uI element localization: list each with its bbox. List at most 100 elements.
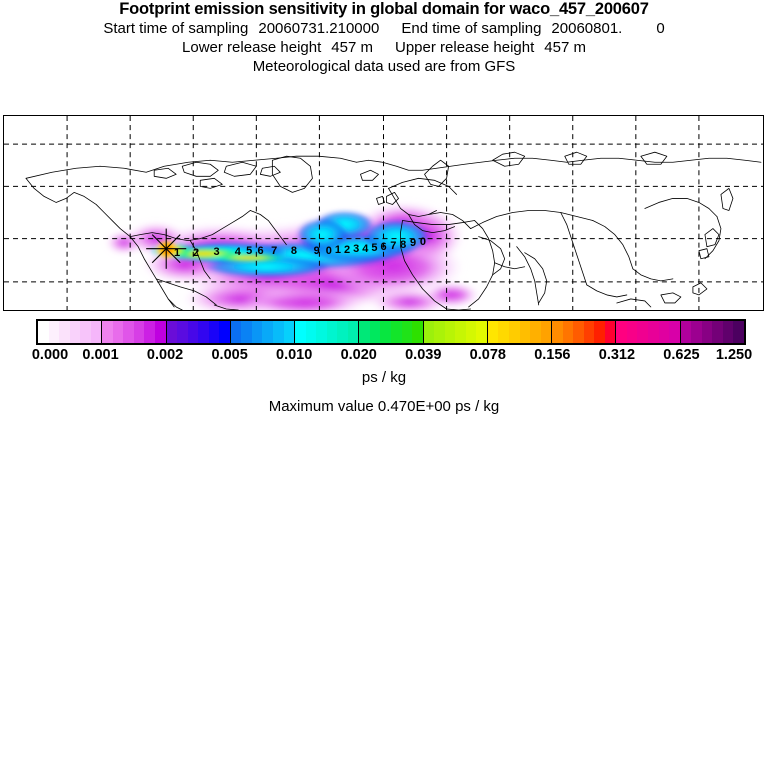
start-time-label: Start time of sampling bbox=[103, 20, 249, 37]
plume-mid-band bbox=[171, 210, 431, 278]
colorbar-step bbox=[680, 321, 692, 343]
colorbar-step bbox=[112, 321, 124, 343]
colorbar-step bbox=[401, 321, 413, 343]
colorbar-unit-label: ps / kg bbox=[361, 369, 407, 386]
colorbar-step bbox=[412, 321, 423, 343]
start-time-value: 20060731.210000 bbox=[258, 20, 380, 37]
colorbar-step bbox=[262, 321, 273, 343]
colorbar-step bbox=[295, 321, 306, 343]
colorbar-segment bbox=[166, 321, 231, 343]
end-time-label: End time of sampling bbox=[401, 20, 542, 37]
colorbar-step bbox=[455, 321, 466, 343]
colorbar-step bbox=[648, 321, 659, 343]
colorbar-step bbox=[283, 321, 295, 343]
colorbar-step bbox=[616, 321, 627, 343]
colorbar-step bbox=[230, 321, 242, 343]
plume-hot-core bbox=[150, 241, 290, 263]
page-title: Footprint emission sensitivity in global… bbox=[119, 0, 649, 18]
colorbar-tick-labels: 0.000 0.001 0.002 0.005 0.010 0.020 0.039 0.078… bbox=[0, 347, 768, 365]
colorbar-step bbox=[133, 321, 145, 343]
upper-release-label: Upper release height bbox=[395, 39, 535, 56]
colorbar-step bbox=[519, 321, 531, 343]
colorbar-segment bbox=[38, 321, 103, 343]
colorbar-step bbox=[691, 321, 702, 343]
colorbar-step bbox=[208, 321, 220, 343]
colorbar-step bbox=[347, 321, 359, 343]
colorbar-tick-label: 0.156 bbox=[534, 347, 571, 363]
colorbar-tick-label: 0.005 bbox=[211, 347, 248, 363]
colorbar-step bbox=[434, 321, 445, 343]
colorbar-step bbox=[712, 321, 723, 343]
colorbar-segment bbox=[423, 321, 488, 343]
colorbar-tick-label: 0.010 bbox=[276, 347, 313, 363]
colorbar-tick-label: 0.039 bbox=[405, 347, 442, 363]
colorbar-tick-label: 0.625 bbox=[663, 347, 700, 363]
colorbar-step bbox=[155, 321, 166, 343]
colorbar-step bbox=[337, 321, 348, 343]
colorbar-segment bbox=[680, 321, 744, 343]
colorbar-tick-label: 0.002 bbox=[146, 347, 184, 363]
colorbar-tick-label: 1.250 bbox=[715, 347, 753, 363]
colorbar-step bbox=[552, 321, 563, 343]
colorbar-step bbox=[177, 321, 188, 343]
header-block: Footprint emission sensitivity in global… bbox=[0, 0, 768, 76]
colorbar-segment bbox=[102, 321, 167, 343]
colorbar-step bbox=[658, 321, 670, 343]
colorbar-step bbox=[187, 321, 199, 343]
colorbar-step bbox=[305, 321, 317, 343]
colorbar-segment bbox=[487, 321, 553, 343]
colorbar-step bbox=[583, 321, 595, 343]
colorbar-step bbox=[198, 321, 209, 343]
colorbar-tick-label: 0.001 bbox=[82, 347, 119, 363]
colorbar-tick-label: 0.078 bbox=[469, 347, 506, 363]
colorbar-step bbox=[487, 321, 499, 343]
sampling-time-line: Start time of sampling 20060731.210000 End… bbox=[0, 19, 768, 38]
colorbar-tick-label: 0.000 bbox=[31, 347, 69, 363]
colorbar-segment bbox=[295, 321, 360, 343]
colorbar-tick-label: 0.020 bbox=[340, 347, 377, 363]
coastlines bbox=[25, 151, 762, 310]
colorbar-step bbox=[722, 321, 734, 343]
end-time-value: 20060801. bbox=[551, 20, 623, 37]
colorbar-step bbox=[166, 321, 178, 343]
colorbar-step bbox=[219, 321, 230, 343]
colorbar-step bbox=[626, 321, 638, 343]
colorbar-step bbox=[48, 321, 60, 343]
colorbar-step bbox=[604, 321, 616, 343]
colorbar bbox=[36, 319, 746, 345]
colorbar-step bbox=[241, 321, 252, 343]
colorbar-step bbox=[594, 321, 605, 343]
colorbar-step bbox=[144, 321, 155, 343]
colorbar-step bbox=[80, 321, 91, 343]
lower-release-value: 457 m bbox=[331, 39, 373, 56]
colorbar-step bbox=[390, 321, 402, 343]
colorbar-step bbox=[59, 321, 70, 343]
colorbar-step bbox=[69, 321, 81, 343]
colorbar-step bbox=[369, 321, 381, 343]
colorbar-segment bbox=[359, 321, 424, 343]
map-panel[interactable]: 1 2 3 4 5 6 7 8 9 0 1 2 3 4 5 6 7 8 9 0 bbox=[3, 115, 764, 311]
colorbar-step bbox=[444, 321, 456, 343]
colorbar-step bbox=[540, 321, 552, 343]
colorbar-step bbox=[669, 321, 680, 343]
colorbar-step bbox=[251, 321, 263, 343]
colorbar-step bbox=[316, 321, 327, 343]
colorbar-step bbox=[465, 321, 477, 343]
colorbar-segment bbox=[616, 321, 681, 343]
release-star-icon bbox=[146, 228, 187, 269]
colorbar-step bbox=[498, 321, 509, 343]
colorbar-step bbox=[359, 321, 370, 343]
colorbar-step bbox=[476, 321, 487, 343]
colorbar-step bbox=[423, 321, 435, 343]
colorbar-step bbox=[637, 321, 649, 343]
colorbar-step bbox=[123, 321, 134, 343]
colorbar-segment bbox=[552, 321, 617, 343]
colorbar-tick-label: 0.312 bbox=[598, 347, 636, 363]
colorbar-step bbox=[701, 321, 713, 343]
colorbar-segment bbox=[230, 321, 296, 343]
colorbar-step bbox=[326, 321, 338, 343]
meteorology-line: Meteorological data used are from GFS bbox=[252, 58, 516, 75]
colorbar-step bbox=[530, 321, 541, 343]
maximum-value-label: Maximum value 0.470E+00 ps / kg bbox=[268, 398, 500, 415]
